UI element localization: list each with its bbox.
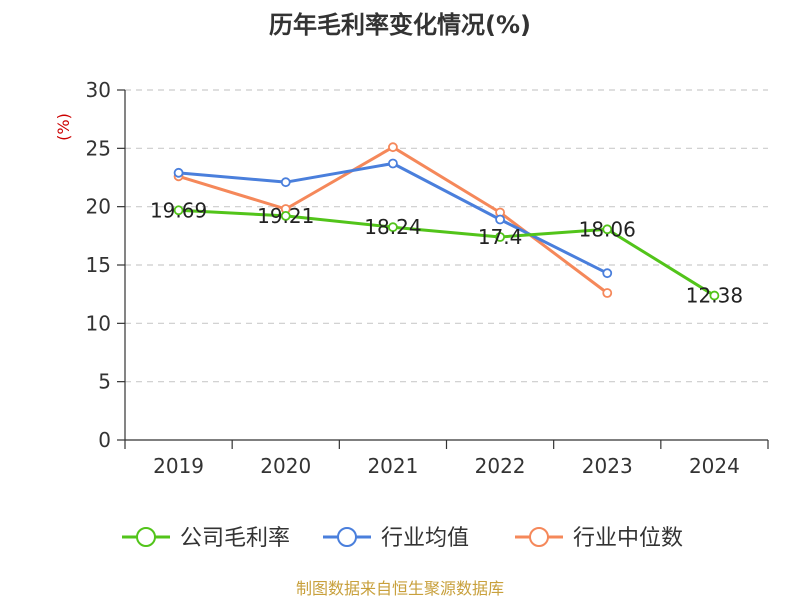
data-point (495, 232, 505, 242)
legend-label: 行业均值 (381, 526, 469, 551)
data-point (388, 222, 398, 233)
data-point (602, 224, 613, 235)
y-tick-label: 5 (98, 370, 111, 394)
data-point (495, 214, 505, 225)
y-axis-label: (%) (54, 113, 73, 141)
x-tick-label: 2024 (689, 454, 740, 478)
series-points (173, 142, 720, 301)
legend-marker (337, 527, 357, 547)
x-tick-label: 2022 (475, 454, 526, 478)
data-point (388, 158, 398, 169)
data-label: 17.4 (478, 225, 523, 249)
data-label: 18.24 (364, 215, 421, 239)
data-point (173, 205, 184, 216)
data-point (709, 290, 720, 301)
data-point (280, 210, 291, 221)
data-point (602, 268, 613, 279)
y-tick-label: 10 (86, 311, 111, 335)
y-tick-label: 20 (86, 195, 111, 219)
grid-lines (125, 89, 768, 383)
series-line-0 (178, 208, 716, 297)
chart-title: 历年毛利率变化情况(%) (269, 11, 531, 39)
data-point (388, 142, 398, 153)
legend-label: 行业中位数 (573, 526, 683, 551)
y-tick-label: 25 (86, 136, 111, 160)
axes: 0 5 10 15 20 25 30 2019 2020 2021 2022 2023 2024 (86, 78, 769, 478)
data-label: 19.21 (257, 204, 314, 228)
data-labels: 19.69 19.21 18.24 17.4 18.06 12.38 (150, 198, 743, 307)
y-tick-label: 30 (86, 78, 111, 102)
data-point (280, 177, 291, 188)
x-tick-label: 2023 (582, 454, 633, 478)
data-label: 18.06 (579, 217, 636, 241)
data-point (602, 288, 613, 298)
y-tick-label: 0 (98, 428, 111, 452)
x-tick-label: 2019 (153, 454, 204, 478)
data-label: 19.69 (150, 198, 207, 222)
legend-label: 公司毛利率 (180, 526, 290, 551)
legend-marker (529, 527, 549, 547)
legend-marker (136, 527, 156, 547)
data-point (173, 167, 184, 178)
y-tick-label: 15 (86, 253, 111, 277)
legend: 公司毛利率 行业均值 行业中位数 (122, 526, 683, 551)
source-note: 制图数据来自恒生聚源数据库 (296, 579, 504, 598)
x-tick-label: 2021 (367, 454, 418, 478)
x-tick-label: 2020 (260, 454, 311, 478)
data-label: 12.38 (686, 284, 743, 308)
